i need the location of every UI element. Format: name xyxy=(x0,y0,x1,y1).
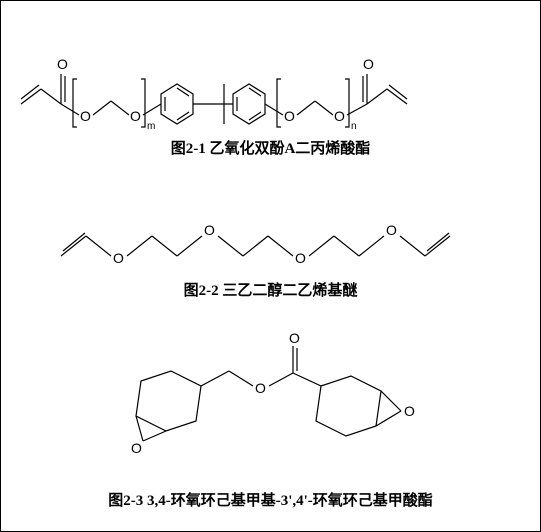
subscript-m: m xyxy=(147,121,155,129)
atom-o: O xyxy=(284,108,295,124)
figure-2-3: O O O O O 图2-3 3,4-环氧环己基甲基-3',4'-环氧环己基甲酸… xyxy=(1,331,540,510)
caption-2-2: 图2-2 三乙二醇二乙烯基醚 xyxy=(1,279,540,300)
atom-o: O xyxy=(204,222,215,238)
atom-o: O xyxy=(255,380,266,396)
subscript-n: n xyxy=(351,121,357,129)
atom-o: O xyxy=(295,250,306,266)
atom-o: O xyxy=(334,108,345,124)
atom-o: O xyxy=(289,331,300,346)
figure-2-2: O O O O 图2-2 三乙二醇二乙烯基醚 xyxy=(1,201,540,300)
structure-2-2: O O O O xyxy=(41,201,501,271)
structure-2-3: O O O O O xyxy=(71,331,471,481)
atom-o: O xyxy=(404,403,415,419)
figure-2-1: O O O m O xyxy=(1,19,540,158)
atom-o: O xyxy=(130,108,141,124)
caption-2-3: 图2-3 3,4-环氧环己基甲基-3',4'-环氧环己基甲酸酯 xyxy=(1,489,540,510)
atom-o: O xyxy=(80,108,91,124)
atom-o: O xyxy=(131,440,142,456)
atom-o: O xyxy=(363,56,374,72)
structure-2-1: O O O m O xyxy=(11,19,531,129)
atom-o: O xyxy=(113,250,124,266)
atom-o: O xyxy=(386,222,397,238)
caption-2-1: 图2-1 乙氧化双酚A二丙烯酸酯 xyxy=(1,137,540,158)
atom-o: O xyxy=(57,56,68,72)
